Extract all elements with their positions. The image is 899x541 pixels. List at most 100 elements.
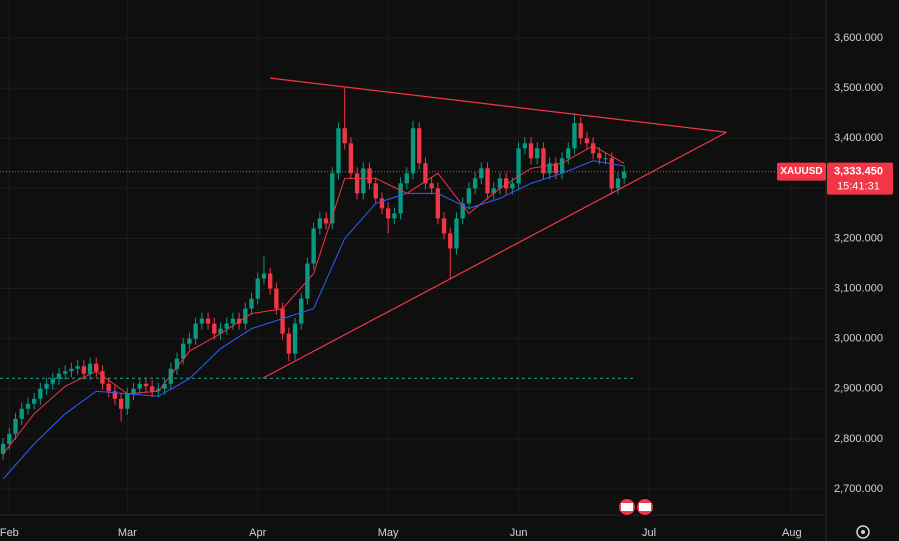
candle-body [69, 368, 74, 372]
candle-body [410, 128, 416, 174]
candle-body [460, 203, 465, 219]
candle-body [56, 373, 62, 379]
candle-body [243, 308, 248, 324]
candle-body [174, 358, 180, 369]
candle-body [149, 386, 155, 392]
candle-body [385, 208, 391, 219]
candle-body [621, 171, 627, 179]
candle-body [267, 273, 273, 289]
candle-body [448, 233, 453, 249]
candle-body [541, 148, 546, 174]
candle-body [516, 148, 521, 184]
candle-body [336, 128, 341, 174]
candle-body [547, 163, 552, 174]
candle-body [299, 298, 304, 324]
candle-body [25, 403, 31, 409]
candle-body [218, 328, 223, 334]
x-tick-label: Jul [642, 527, 656, 539]
candle-body [497, 178, 503, 189]
candle-body [398, 183, 403, 214]
countdown-label: 15:41:31 [837, 181, 880, 193]
candle-body [19, 408, 24, 419]
candle-body [199, 318, 205, 324]
candle-body [224, 323, 229, 329]
candle-body [261, 273, 267, 279]
candle-body [205, 318, 211, 324]
candle-body [373, 183, 378, 199]
settings-button[interactable] [856, 525, 870, 539]
candle-body [311, 228, 316, 264]
candle-body [100, 371, 105, 384]
candle-body [342, 128, 347, 144]
candle-body [466, 188, 472, 204]
candle-body [553, 163, 559, 174]
candle-body [156, 388, 161, 392]
candle-body [0, 443, 6, 454]
x-tick-label: Feb [0, 527, 19, 539]
candle-body [361, 168, 366, 194]
candle-body [522, 143, 527, 149]
candle-body [280, 308, 285, 334]
y-tick-label: 2,700.000 [834, 483, 883, 495]
y-tick-label: 2,900.000 [834, 383, 883, 395]
flag [621, 503, 633, 511]
candle-body [441, 218, 447, 234]
candle-body [597, 153, 602, 159]
candle-body [404, 173, 409, 184]
symbol-tag [777, 162, 826, 181]
candle-body [94, 363, 99, 372]
candle-body [417, 128, 422, 164]
y-tick-label: 3,600.000 [834, 32, 883, 44]
candle-body [131, 388, 136, 394]
x-tick-label: Mar [118, 527, 137, 539]
candle-body [379, 198, 385, 209]
candle-body [137, 383, 142, 389]
y-tick-label: 3,500.000 [834, 82, 883, 94]
candle-body [454, 218, 459, 249]
candle-body [572, 123, 577, 149]
candle-body [75, 366, 80, 369]
candle-body [249, 298, 254, 309]
candle-body [615, 178, 621, 189]
candle-body [392, 213, 397, 219]
candle-body [63, 371, 68, 374]
y-tick-label: 3,100.000 [834, 282, 883, 294]
x-tick-label: Jun [510, 527, 528, 539]
settings-icon[interactable] [856, 525, 870, 539]
price-tag [827, 162, 893, 195]
candle-body [317, 218, 323, 229]
candle-body [168, 368, 173, 384]
settings-icon-dot [861, 530, 865, 534]
x-tick-label: May [378, 527, 399, 539]
candle-body [472, 178, 478, 189]
candle-body [286, 333, 291, 354]
candle-body [44, 383, 49, 389]
candle-body [354, 173, 360, 194]
event-icons[interactable] [617, 497, 655, 517]
candle-body [330, 173, 335, 224]
candle-body [485, 168, 490, 194]
candle-body [429, 183, 434, 189]
moving-average [2, 145, 625, 455]
candle-body [7, 433, 12, 444]
last-price-label: 3,333.450 [834, 166, 883, 178]
candle-body [367, 168, 372, 184]
x-tick-label: Aug [782, 527, 802, 539]
candle-body [528, 143, 534, 159]
candle-body [578, 123, 583, 139]
candle-body [81, 366, 87, 374]
candle-body [181, 343, 186, 359]
candle-body [125, 393, 130, 409]
moving-average [2, 160, 625, 480]
candle-body [609, 158, 614, 189]
candle-body [323, 218, 329, 224]
candle-body [38, 388, 43, 399]
candle-body [193, 323, 198, 339]
candle-body [50, 378, 55, 384]
candle-body [212, 323, 217, 334]
y-tick-label: 3,200.000 [834, 232, 883, 244]
candle-body [162, 383, 167, 389]
y-tick-label: 2,800.000 [834, 433, 883, 445]
candle-body [590, 143, 596, 154]
